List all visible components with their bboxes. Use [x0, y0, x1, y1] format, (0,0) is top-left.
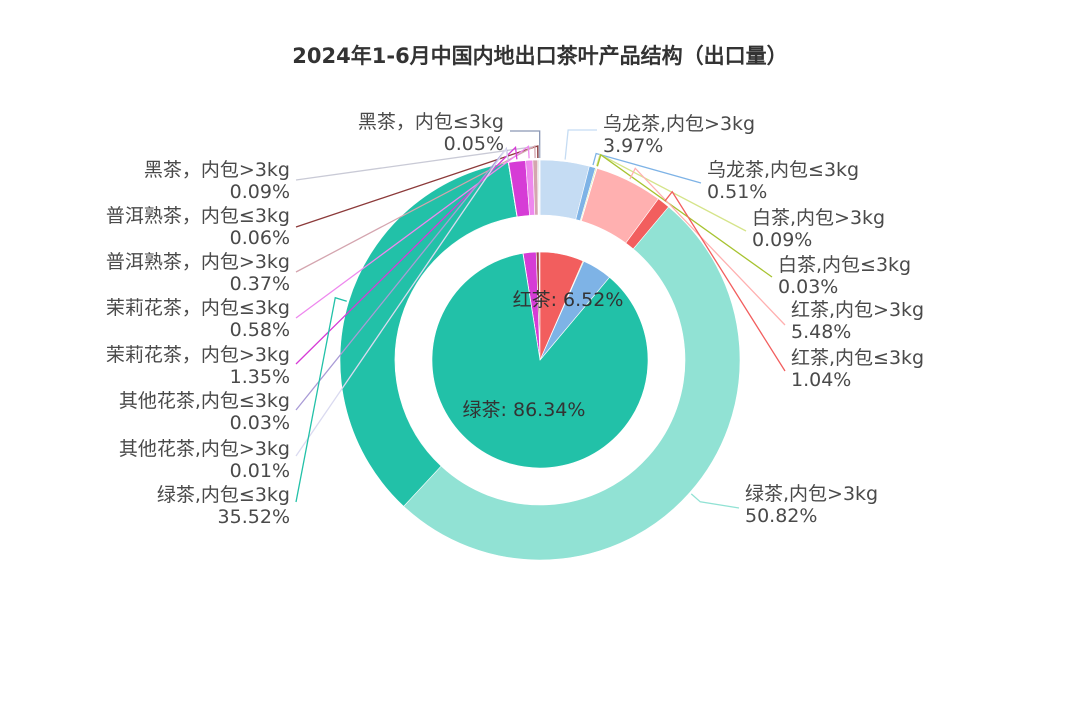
outer-label-name-11: 乌龙茶,内包≤3kg	[707, 159, 859, 181]
leader-line-5	[295, 146, 518, 365]
outer-label-value-11: 0.51%	[707, 181, 767, 203]
outer-label-value-9: 50.82%	[745, 505, 817, 527]
leader-line-0	[510, 130, 541, 159]
leader-line-4	[295, 145, 530, 319]
leader-line-3	[295, 144, 536, 273]
outer-label-value-0: 0.05%	[444, 133, 504, 155]
outer-label-name-6: 其他花茶,内包≤3kg	[119, 390, 290, 412]
outer-label-name-3: 普洱熟茶，内包>3kg	[106, 251, 290, 273]
outer-label-name-5: 茉莉花茶，内包>3kg	[106, 344, 290, 366]
leader-line-10	[564, 129, 597, 160]
leader-line-1	[295, 145, 540, 181]
leader-line-13	[596, 153, 773, 278]
inner-slice-7	[539, 251, 584, 361]
outer-label-value-13: 0.03%	[778, 276, 838, 298]
leader-line-14	[629, 167, 786, 326]
leader-line-12	[596, 153, 747, 232]
outer-label-value-8: 35.52%	[218, 506, 290, 528]
outer-slice-0	[539, 159, 541, 216]
outer-label-value-5: 1.35%	[230, 366, 290, 388]
outer-label-name-7: 其他花茶,内包>3kg	[119, 438, 290, 460]
outer-label-name-15: 红茶,内包≤3kg	[791, 347, 924, 369]
outer-label-value-4: 0.58%	[230, 319, 290, 341]
outer-label-name-8: 绿茶,内包≤3kg	[157, 484, 290, 506]
outer-label-name-0: 黑茶，内包≤3kg	[358, 111, 504, 133]
inner-label-7: 红茶: 6.52%	[513, 289, 624, 311]
outer-label-name-9: 绿茶,内包>3kg	[745, 483, 878, 505]
outer-label-name-14: 红茶,内包>3kg	[791, 299, 924, 321]
leader-line-9	[690, 493, 740, 509]
outer-label-value-2: 0.06%	[230, 227, 290, 249]
outer-label-name-13: 白茶,内包≤3kg	[778, 254, 911, 276]
outer-label-value-10: 3.97%	[603, 135, 663, 157]
outer-label-name-12: 白茶,内包>3kg	[752, 207, 885, 229]
outer-label-value-3: 0.37%	[230, 273, 290, 295]
outer-label-name-2: 普洱熟茶，内包≤3kg	[106, 205, 290, 227]
outer-label-name-4: 茉莉花茶，内包≤3kg	[106, 297, 290, 319]
outer-label-value-7: 0.01%	[230, 460, 290, 482]
chart-title: 2024年1-6月中国内地出口茶叶产品结构（出口量）	[292, 44, 787, 68]
outer-label-value-6: 0.03%	[230, 412, 290, 434]
outer-label-value-14: 5.48%	[791, 321, 851, 343]
outer-ring	[339, 159, 741, 561]
leader-lines	[295, 129, 786, 509]
outer-label-name-1: 黑茶，内包>3kg	[144, 159, 290, 181]
inner-label-4: 绿茶: 86.34%	[463, 399, 586, 421]
outer-slice-9	[403, 206, 741, 561]
outer-label-value-12: 0.09%	[752, 229, 812, 251]
leader-line-11	[592, 152, 702, 184]
outer-label-name-10: 乌龙茶,内包>3kg	[603, 113, 755, 135]
inner-pie	[431, 251, 649, 469]
leader-line-8	[295, 296, 347, 503]
leader-line-2	[295, 145, 539, 228]
leader-line-7	[295, 146, 509, 457]
inner-slice-4	[431, 253, 649, 469]
outer-label-value-15: 1.04%	[791, 369, 851, 391]
leader-line-15	[664, 190, 786, 372]
outer-label-value-1: 0.09%	[230, 181, 290, 203]
